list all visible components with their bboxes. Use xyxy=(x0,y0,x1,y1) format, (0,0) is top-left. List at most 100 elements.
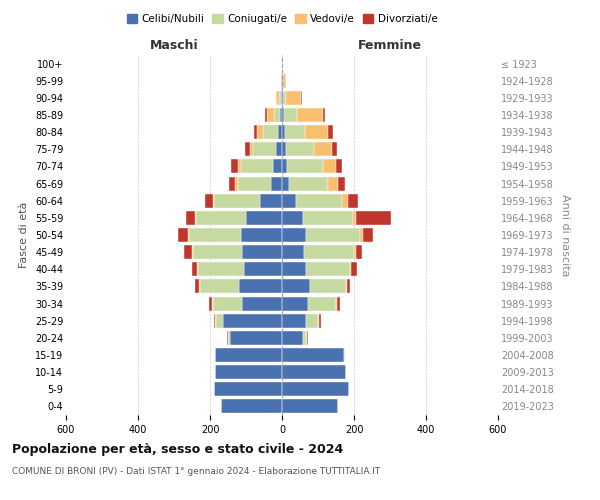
Bar xyxy=(307,314,318,328)
Bar xyxy=(215,348,282,362)
Bar xyxy=(215,365,282,379)
Bar xyxy=(342,194,348,207)
Bar xyxy=(229,176,235,190)
Bar xyxy=(353,211,356,225)
Bar xyxy=(191,245,193,259)
Bar xyxy=(350,262,352,276)
Bar xyxy=(282,74,283,88)
Bar xyxy=(241,160,273,173)
Bar xyxy=(323,160,337,173)
Bar xyxy=(242,296,282,310)
Bar xyxy=(198,262,244,276)
Bar xyxy=(301,91,302,105)
Bar xyxy=(282,314,307,328)
Bar xyxy=(282,142,286,156)
Bar xyxy=(282,211,303,225)
Text: COMUNE DI BRONI (PV) - Dati ISTAT 1° gennaio 2024 - Elaborazione TUTTITALIA.IT: COMUNE DI BRONI (PV) - Dati ISTAT 1° gen… xyxy=(12,468,380,476)
Bar xyxy=(196,211,246,225)
Bar xyxy=(191,262,197,276)
Bar xyxy=(190,228,241,242)
Bar xyxy=(265,108,266,122)
Bar xyxy=(284,108,298,122)
Bar xyxy=(223,314,282,328)
Bar xyxy=(238,176,271,190)
Bar xyxy=(307,262,350,276)
Bar xyxy=(193,245,242,259)
Bar xyxy=(289,176,328,190)
Bar xyxy=(332,142,337,156)
Bar xyxy=(282,160,287,173)
Bar xyxy=(296,194,342,207)
Bar xyxy=(356,211,391,225)
Bar xyxy=(305,125,328,139)
Bar xyxy=(282,365,346,379)
Bar xyxy=(271,176,282,190)
Bar xyxy=(286,142,314,156)
Bar xyxy=(303,331,307,345)
Bar xyxy=(346,280,347,293)
Bar xyxy=(231,160,238,173)
Bar xyxy=(257,125,263,139)
Bar xyxy=(282,331,303,345)
Bar xyxy=(197,262,198,276)
Bar xyxy=(276,91,279,105)
Bar xyxy=(214,194,260,207)
Bar xyxy=(244,262,282,276)
Bar xyxy=(212,194,214,207)
Bar xyxy=(348,194,358,207)
Y-axis label: Fasce di età: Fasce di età xyxy=(19,202,29,268)
Bar xyxy=(273,160,282,173)
Bar xyxy=(304,245,354,259)
Bar xyxy=(280,108,282,122)
Bar xyxy=(282,228,307,242)
Bar xyxy=(338,176,344,190)
Text: Maschi: Maschi xyxy=(149,38,199,52)
Bar xyxy=(282,176,289,190)
Y-axis label: Anni di nascita: Anni di nascita xyxy=(560,194,571,276)
Bar xyxy=(212,296,213,310)
Bar xyxy=(282,348,344,362)
Bar xyxy=(337,296,340,310)
Bar xyxy=(307,331,308,345)
Text: Popolazione per età, sesso e stato civile - 2024: Popolazione per età, sesso e stato civil… xyxy=(12,442,343,456)
Bar xyxy=(194,211,196,225)
Bar xyxy=(260,194,282,207)
Bar xyxy=(246,211,282,225)
Bar xyxy=(279,91,281,105)
Bar xyxy=(228,331,230,345)
Bar xyxy=(303,211,353,225)
Bar xyxy=(188,228,190,242)
Bar xyxy=(275,91,276,105)
Bar xyxy=(263,125,278,139)
Bar xyxy=(275,142,282,156)
Bar xyxy=(328,125,333,139)
Bar xyxy=(184,245,191,259)
Bar xyxy=(298,108,323,122)
Bar xyxy=(209,296,212,310)
Bar xyxy=(274,108,280,122)
Bar xyxy=(323,108,325,122)
Bar xyxy=(282,91,283,105)
Bar xyxy=(200,280,239,293)
Bar xyxy=(241,228,282,242)
Text: Femmine: Femmine xyxy=(358,38,422,52)
Bar xyxy=(221,400,282,413)
Bar xyxy=(230,331,282,345)
Bar xyxy=(308,296,336,310)
Bar xyxy=(253,142,275,156)
Bar xyxy=(360,228,362,242)
Bar xyxy=(283,74,286,88)
Bar xyxy=(352,262,357,276)
Bar xyxy=(287,160,323,173)
Bar xyxy=(238,160,241,173)
Bar xyxy=(310,280,346,293)
Bar xyxy=(282,262,307,276)
Bar xyxy=(215,314,216,328)
Bar xyxy=(281,91,282,105)
Bar xyxy=(254,125,257,139)
Bar xyxy=(362,228,373,242)
Bar xyxy=(282,280,310,293)
Bar xyxy=(282,382,349,396)
Bar xyxy=(185,211,194,225)
Bar xyxy=(178,228,188,242)
